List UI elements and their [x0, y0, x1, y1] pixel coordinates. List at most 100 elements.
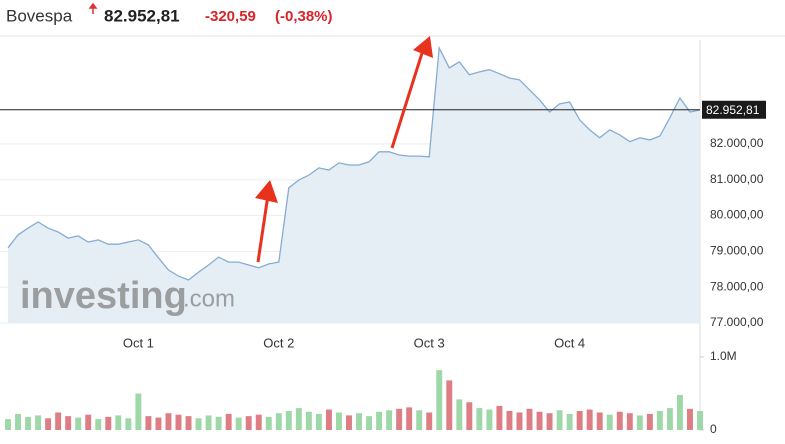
volume-bar: [335, 412, 342, 430]
volume-bar: [305, 411, 312, 430]
volume-bar: [576, 411, 583, 430]
volume-bar: [396, 408, 403, 430]
price-level-box: [702, 100, 766, 119]
price-line: [7, 45, 701, 281]
volume-bar: [235, 417, 242, 430]
volume-bar: [596, 412, 603, 430]
x-tick-label: Oct 4: [554, 335, 585, 350]
volume-tick-label: 0: [710, 422, 717, 436]
x-tick-label: Oct 1: [123, 335, 154, 350]
annotation-arrowhead: [413, 36, 433, 58]
volume-bar: [65, 416, 72, 430]
volume-tick-label: 1.0M: [710, 349, 737, 363]
volume-bar: [456, 399, 463, 430]
volume-bar: [676, 394, 683, 430]
volume-bar: [155, 417, 162, 430]
change: -320,59: [205, 8, 256, 25]
volume-bar: [275, 413, 282, 430]
volume-bar: [105, 416, 112, 430]
annotation-arrow: [256, 194, 270, 263]
volume-bar: [656, 411, 663, 430]
volume-bar: [506, 411, 513, 430]
volume-bar: [215, 416, 222, 430]
volume-bar: [446, 380, 453, 430]
volume-bar: [195, 418, 202, 430]
y-tick-label: 81.000,00: [710, 172, 764, 186]
volume-bar: [205, 415, 212, 430]
volume-bar: [516, 412, 523, 430]
volume-bar: [325, 409, 332, 430]
y-tick-label: 78.000,00: [710, 279, 764, 293]
volume-bar: [416, 410, 423, 430]
volume-bar: [185, 416, 192, 430]
volume-bar: [616, 411, 623, 430]
volume-bar: [255, 414, 262, 430]
volume-bar: [95, 419, 102, 430]
volume-bar: [546, 413, 553, 430]
volume-bar: [436, 370, 443, 430]
annotation-arrowhead: [255, 180, 278, 203]
x-tick-label: Oct 3: [414, 335, 445, 350]
volume-bar: [636, 415, 643, 430]
volume-bar: [486, 409, 493, 430]
volume-bar: [115, 415, 122, 430]
volume-bar: [135, 393, 142, 430]
volume-bar: [225, 413, 232, 430]
volume-bar: [245, 416, 252, 430]
volume-bar: [145, 416, 152, 430]
volume-bar: [175, 414, 182, 430]
volume-bar: [496, 405, 503, 430]
volume-bar: [25, 416, 32, 430]
volume-bar: [15, 413, 21, 430]
volume-bar: [687, 408, 693, 430]
watermark-brand: investing: [20, 275, 187, 317]
watermark-suffix: .com: [183, 285, 235, 312]
volume-bar: [366, 416, 373, 430]
volume-bar: [476, 408, 483, 430]
volume-bar: [626, 413, 633, 430]
volume-bar: [386, 410, 393, 430]
y-tick-label: 77.000,00: [710, 315, 764, 329]
change-percent: (-0,38%): [275, 8, 333, 25]
volume-bar: [376, 411, 383, 430]
volume-bar: [85, 414, 92, 430]
volume-bar: [55, 412, 62, 430]
volume-bar: [165, 413, 172, 430]
volume-bar: [315, 413, 322, 430]
volume-bar: [5, 419, 11, 430]
last-price: 82.952,81: [104, 6, 180, 25]
price-level-label: 82.952,81: [706, 103, 760, 117]
index-name: Bovespa: [6, 6, 73, 25]
volume-bar: [265, 416, 272, 430]
marker-icon: [88, 2, 98, 14]
volume-bar: [526, 408, 533, 430]
volume-bar: [566, 413, 573, 430]
volume-bar: [426, 412, 433, 430]
volume-bar: [697, 411, 703, 430]
x-tick-label: Oct 2: [263, 335, 294, 350]
volume-bar: [646, 413, 653, 430]
volume-bar: [586, 409, 593, 430]
volume-bar: [556, 410, 563, 430]
y-tick-label: 80.000,00: [710, 208, 764, 222]
y-tick-label: 79.000,00: [710, 244, 764, 258]
volume-bar: [45, 418, 52, 430]
volume-bar: [295, 408, 302, 430]
volume-bar: [536, 411, 543, 430]
plot: 77.000,00 78.000,00 79.000,00 80.000,00 81.0…: [0, 40, 766, 436]
volume-bar: [466, 402, 473, 430]
volume-bar: [285, 411, 292, 430]
y-tick-label: 82.000,00: [710, 136, 764, 150]
volume-bar: [606, 414, 613, 430]
volume-bar: [125, 418, 132, 430]
volume-bar: [356, 413, 362, 430]
volume-bar: [406, 407, 413, 430]
price-area: [8, 47, 700, 324]
volume-bar: [75, 417, 82, 430]
volume-bar: [35, 415, 42, 430]
annotation-arrow: [390, 49, 425, 149]
volume-bar: [666, 408, 673, 430]
volume-bar: [346, 415, 352, 430]
